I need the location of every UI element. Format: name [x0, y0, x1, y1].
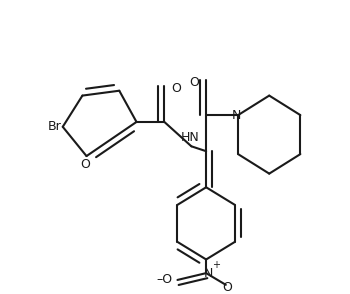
Text: N: N — [232, 108, 241, 122]
Text: HN: HN — [181, 131, 199, 144]
Text: O: O — [190, 76, 200, 89]
Text: –O: –O — [156, 273, 173, 286]
Text: O: O — [80, 158, 90, 171]
Text: O: O — [222, 281, 232, 294]
Text: N: N — [203, 267, 213, 280]
Text: Br: Br — [48, 120, 61, 133]
Text: O: O — [171, 82, 181, 95]
Text: +: + — [212, 260, 219, 270]
